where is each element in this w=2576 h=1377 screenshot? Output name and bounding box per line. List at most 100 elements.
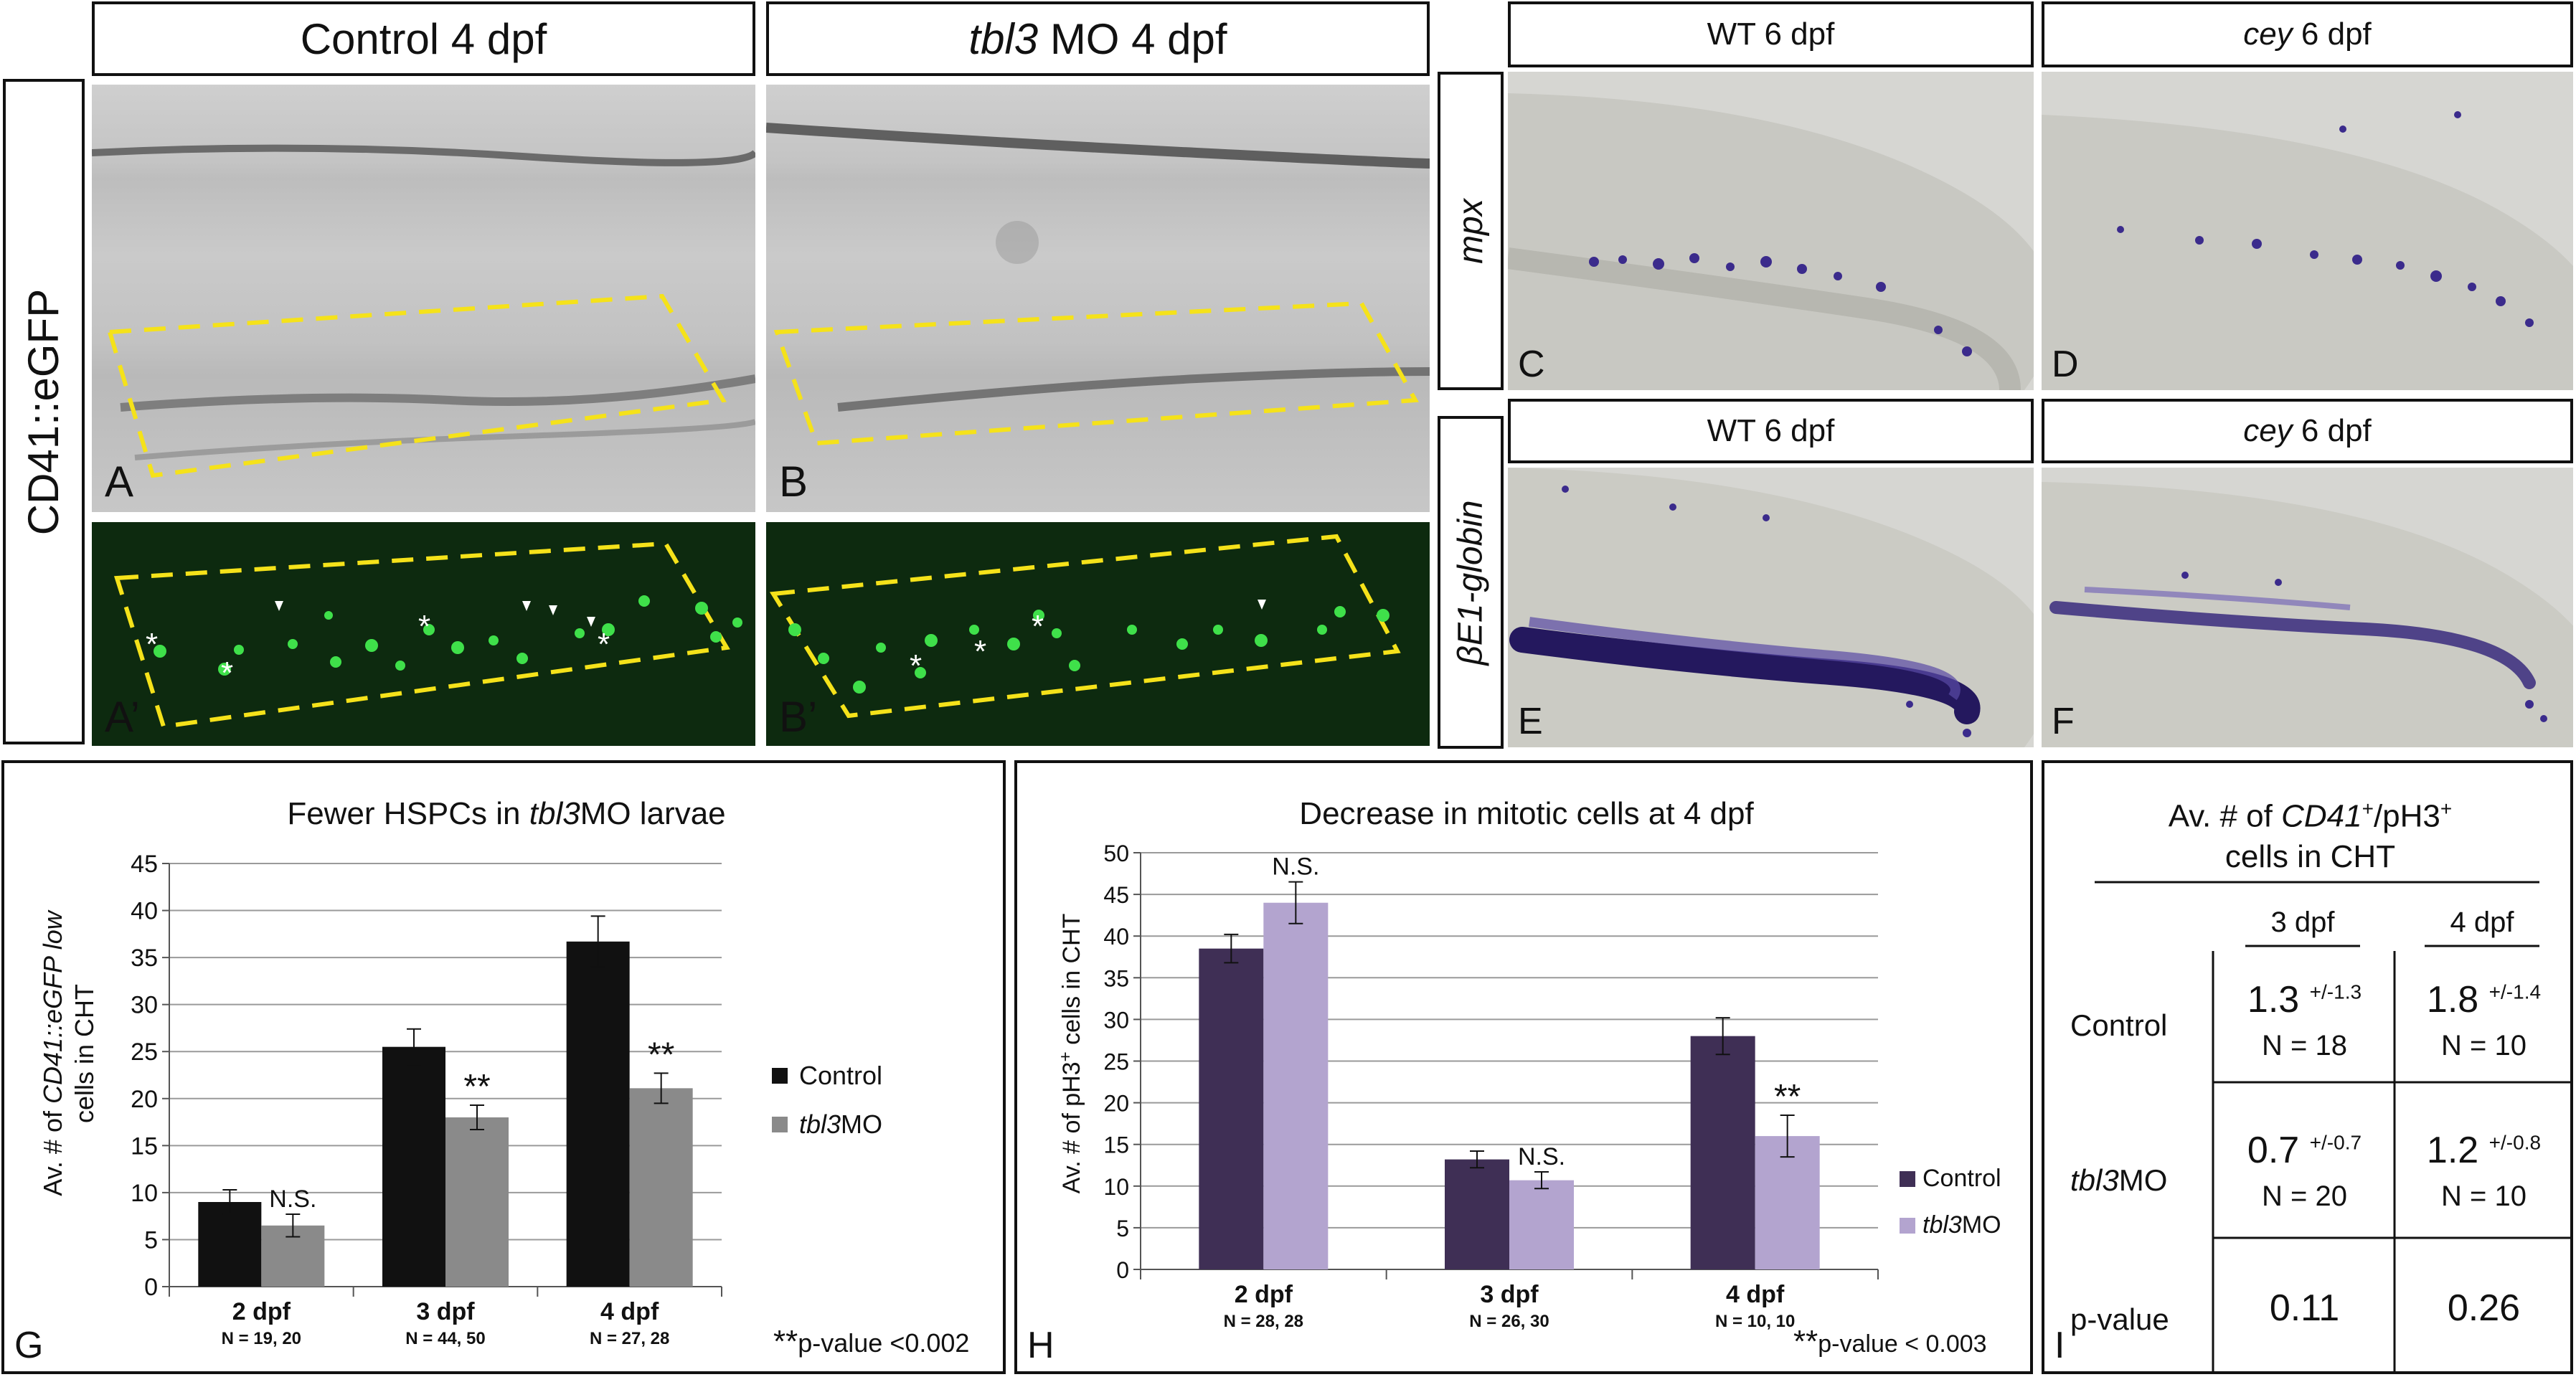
- col-title-tbl3: tbl3 MO 4 dpf: [766, 1, 1430, 76]
- panel-a-prime-overlay: * * * *: [113, 541, 742, 729]
- legend-swatch-control-h: [1900, 1170, 1915, 1187]
- table-i-col2: 4 dpf: [2450, 907, 2514, 938]
- panel-e-overlay: [1508, 468, 2034, 747]
- x-category-n: N = 28, 28: [1224, 1312, 1303, 1331]
- bar-mo: [629, 1088, 693, 1287]
- svg-text:*: *: [418, 609, 430, 644]
- panel-b-prime-overlay: * * *: [769, 534, 1401, 719]
- significance-label: **: [648, 1036, 674, 1074]
- panel-letter-d: D: [2052, 344, 2079, 385]
- svg-text:*: *: [910, 648, 922, 683]
- photo-panel-b: B: [766, 85, 1430, 512]
- x-category-n: N = 26, 30: [1469, 1312, 1549, 1331]
- x-category-label: 3 dpf: [416, 1298, 475, 1325]
- x-category-n: N = 27, 28: [590, 1329, 669, 1348]
- photo-panel-f: F: [2042, 468, 2573, 747]
- y-tick-label: 10: [131, 1180, 158, 1207]
- svg-text:*: *: [1032, 609, 1044, 644]
- y-tick-label: 30: [131, 992, 158, 1019]
- legend-swatch-mo-h: [1900, 1217, 1915, 1234]
- cell-mo-4dpf: 1.2 +/-0.8 N = 10: [2426, 1130, 2542, 1212]
- significance-label: N.S.: [269, 1186, 316, 1213]
- y-tick-label: 45: [1103, 882, 1129, 908]
- row-label-globin: βE1-globin: [1438, 416, 1504, 749]
- bar-mo: [1755, 1136, 1820, 1269]
- photo-panel-c: C: [1508, 72, 2034, 390]
- panel-letter-h: H: [1027, 1325, 1055, 1366]
- chart-h-legend: Control tbl3MO: [1900, 1165, 2001, 1239]
- y-tick-label: 5: [1116, 1216, 1129, 1241]
- x-category-label: 4 dpf: [1726, 1281, 1785, 1308]
- cell-mo-3dpf: 0.7 +/-0.7 N = 20: [2247, 1130, 2362, 1212]
- x-category-n: N = 19, 20: [222, 1329, 301, 1348]
- panel-letter-a: A: [105, 458, 134, 506]
- chart-g-pvalue: **p-value <0.002: [773, 1324, 970, 1359]
- photo-panel-d: D: [2042, 72, 2573, 390]
- bar-control: [198, 1202, 262, 1287]
- svg-text:*: *: [598, 627, 610, 662]
- chart-g-legend: Control tbl3MO: [772, 1061, 882, 1140]
- panel-a-overlay: [92, 144, 755, 478]
- x-category-label: 2 dpf: [1235, 1281, 1293, 1308]
- significance-label: **: [463, 1068, 490, 1106]
- panel-b-overlay: [766, 123, 1430, 446]
- legend-label-control-h: Control: [1922, 1165, 2001, 1192]
- chart-h-title: Decrease in mitotic cells at 4 dpf: [1299, 796, 1754, 831]
- svg-text:*: *: [974, 634, 986, 669]
- bar-control: [566, 941, 630, 1287]
- panel-d-overlay: [2042, 111, 2573, 390]
- y-tick-label: 15: [131, 1132, 158, 1160]
- table-i-col1: 3 dpf: [2270, 907, 2335, 938]
- title-e: WT 6 dpf: [1508, 399, 2034, 463]
- chart-h-pvalue: **p-value < 0.003: [1793, 1324, 1987, 1359]
- x-category-label: 2 dpf: [232, 1298, 291, 1325]
- y-tick-label: 0: [144, 1274, 158, 1301]
- title-d: cey 6 dpf: [2042, 1, 2573, 67]
- y-tick-label: 0: [1116, 1257, 1129, 1283]
- cell-p-3dpf: 0.11: [2269, 1287, 2340, 1329]
- svg-text:*: *: [146, 627, 158, 662]
- panel-f-overlay: [2042, 482, 2573, 747]
- bar-mo: [1263, 902, 1329, 1269]
- y-tick-label: 35: [1103, 965, 1129, 991]
- y-tick-label: 15: [1103, 1132, 1129, 1158]
- row-label-mpx: mpx: [1438, 72, 1504, 390]
- bar-control: [1445, 1159, 1509, 1269]
- chart-g-title: Fewer HSPCs in tbl3MO larvae: [287, 796, 726, 831]
- panel-letter-c: C: [1518, 344, 1545, 385]
- side-label-text: CD41::eGFP: [19, 288, 68, 535]
- legend-label-mo-h: tbl3MO: [1922, 1211, 2001, 1239]
- x-category-label: 3 dpf: [1480, 1281, 1539, 1308]
- legend-label-mo: tbl3MO: [799, 1109, 883, 1139]
- bar-mo: [1509, 1180, 1574, 1269]
- photo-panel-b-prime: * * * B’: [766, 522, 1430, 746]
- table-i-rules: [2095, 881, 2570, 1371]
- cell-p-4dpf: 0.26: [2447, 1287, 2521, 1329]
- chart-panel-g: Fewer HSPCs in tbl3MO larvae Av. # of CD…: [1, 760, 1006, 1374]
- svg-text:*: *: [221, 656, 233, 691]
- legend-swatch-control: [772, 1068, 788, 1084]
- col-title-control: Control 4 dpf: [92, 1, 755, 76]
- y-tick-label: 10: [1103, 1174, 1129, 1200]
- y-tick-label: 25: [1103, 1049, 1129, 1075]
- y-tick-label: 5: [144, 1226, 158, 1254]
- chart-g-svg: 0 5 10 15 20 25 30 35 40 45 2 dpf N = 19, 20 N.S. 3 d…: [131, 851, 722, 1348]
- chart-panel-h: Decrease in mitotic cells at 4 dpf Av. #…: [1014, 760, 2033, 1374]
- chart-h-svg: 0 5 10 15 20 25 30 35 40 45 50 2 dpf N = 28, 28 N.S. 3…: [1103, 841, 1879, 1331]
- title-c: WT 6 dpf: [1508, 1, 2034, 67]
- photo-panel-e: E: [1508, 468, 2034, 747]
- y-tick-label: 40: [131, 898, 158, 925]
- x-category-n: N = 44, 50: [405, 1329, 485, 1348]
- photo-panel-a-prime: * * * * A’: [92, 522, 755, 746]
- table-i-row-control: Control: [2070, 1008, 2168, 1042]
- y-tick-label: 20: [1103, 1091, 1129, 1117]
- panel-letter-b: B: [779, 458, 808, 506]
- photo-panel-a: A: [92, 85, 755, 512]
- bar-control: [1690, 1036, 1755, 1269]
- y-tick-label: 35: [131, 945, 158, 972]
- y-tick-label: 30: [1103, 1007, 1129, 1033]
- bar-control: [1199, 948, 1264, 1269]
- table-i-row-mo: tbl3MO: [2070, 1163, 2168, 1197]
- y-tick-label: 25: [131, 1038, 158, 1066]
- significance-label: **: [1774, 1078, 1801, 1116]
